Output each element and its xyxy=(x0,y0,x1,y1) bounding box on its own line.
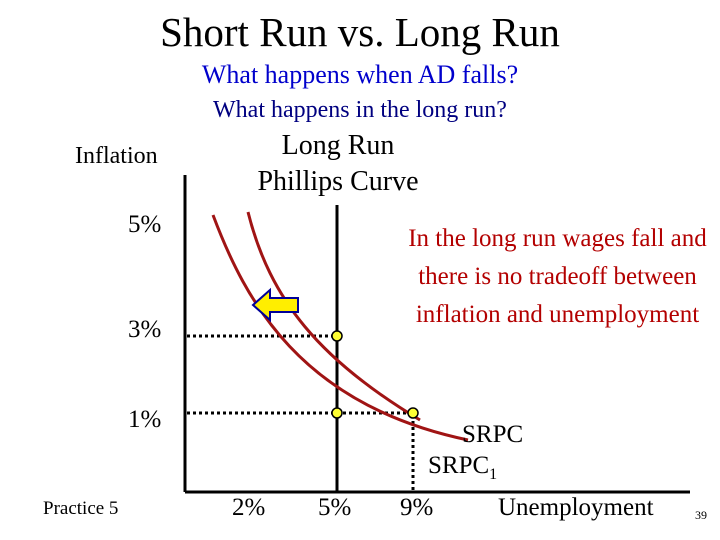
y-tick-5pct: 5% xyxy=(128,211,162,238)
point-lr-3pct xyxy=(331,330,343,342)
question-long-run: What happens in the long run? xyxy=(213,97,507,123)
x-tick-9pct: 9% xyxy=(400,494,434,521)
long-run-explanation: In the long run wages fall and there is … xyxy=(408,225,707,328)
page-number: 39 xyxy=(695,508,707,522)
y-tick-3pct: 3% xyxy=(128,316,162,343)
y-axis-label: Inflation xyxy=(75,143,158,169)
srpc-curve xyxy=(211,214,469,442)
x-tick-2pct: 2% xyxy=(232,494,266,521)
x-axis-label: Unemployment xyxy=(498,494,654,521)
left-arrow-icon xyxy=(251,287,299,323)
srpc1-label: SRPC1 xyxy=(428,452,497,484)
srpc1-label-base: SRPC xyxy=(428,452,490,479)
question-ad-falls: What happens when AD falls? xyxy=(201,60,519,89)
srpc-label: SRPC xyxy=(462,421,524,448)
srpc1-curve xyxy=(246,211,421,422)
practice-label: Practice 5 xyxy=(43,498,119,519)
page-title: Short Run vs. Long Run xyxy=(160,9,560,55)
lrpc-label: Long Run Phillips Curve xyxy=(257,130,419,197)
y-tick-1pct: 1% xyxy=(128,406,162,433)
x-tick-5pct: 5% xyxy=(318,494,352,521)
point-lr-1pct xyxy=(331,407,343,419)
srpc1-label-sub: 1 xyxy=(489,466,498,483)
point-sr-9pct xyxy=(407,407,419,419)
